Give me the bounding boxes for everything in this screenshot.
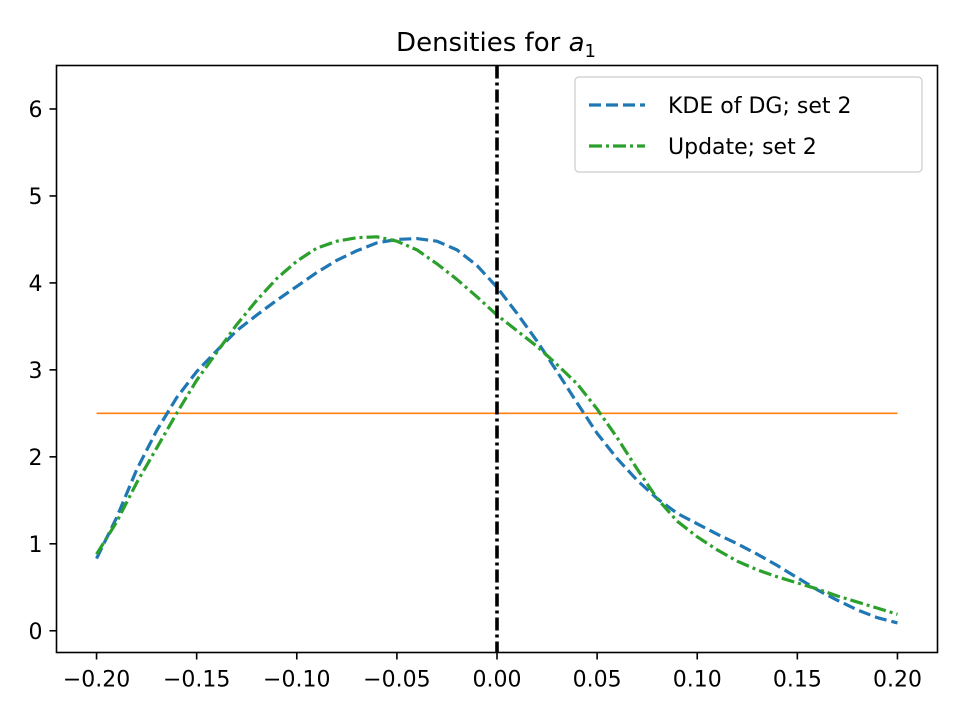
series-line-kde-of-dg-set-2 [95, 236, 898, 625]
y-tick-label: 6 [29, 98, 43, 123]
title-var: a [569, 28, 585, 58]
x-tick-label: −0.15 [163, 668, 230, 693]
y-tick-label: 2 [29, 446, 43, 471]
x-tick-label: 0.20 [873, 668, 922, 693]
y-tick-label: 5 [29, 185, 43, 210]
x-tick-label: −0.20 [63, 668, 130, 693]
y-tick-label: 4 [29, 272, 43, 297]
x-tick-label: −0.10 [263, 668, 330, 693]
legend-label-update: Update; set 2 [668, 135, 817, 160]
title-subscript: 1 [585, 41, 596, 62]
x-tick-label: 0.00 [473, 668, 522, 693]
plot-area [95, 65, 898, 653]
y-tick-label: 3 [29, 359, 43, 384]
y-tick-label: 0 [29, 620, 43, 645]
title-text: Densities for [396, 28, 569, 58]
axis-ticks: −0.20 −0.15 −0.10 −0.05 0.00 0.05 0.10 0.15 0.20… [29, 98, 922, 693]
y-tick-label: 1 [29, 533, 43, 558]
legend-label-kde: KDE of DG; set 2 [668, 94, 851, 119]
x-tick-label: 0.10 [673, 668, 722, 693]
chart-title: Densities for a1 [396, 28, 596, 62]
plot-marks [95, 65, 898, 653]
x-tick-label: 0.05 [573, 668, 622, 693]
legend-box [574, 76, 923, 173]
x-tick-label: 0.15 [773, 668, 822, 693]
legend: KDE of DG; set 2 Update; set 2 [574, 76, 923, 173]
x-tick-label: −0.05 [363, 668, 430, 693]
